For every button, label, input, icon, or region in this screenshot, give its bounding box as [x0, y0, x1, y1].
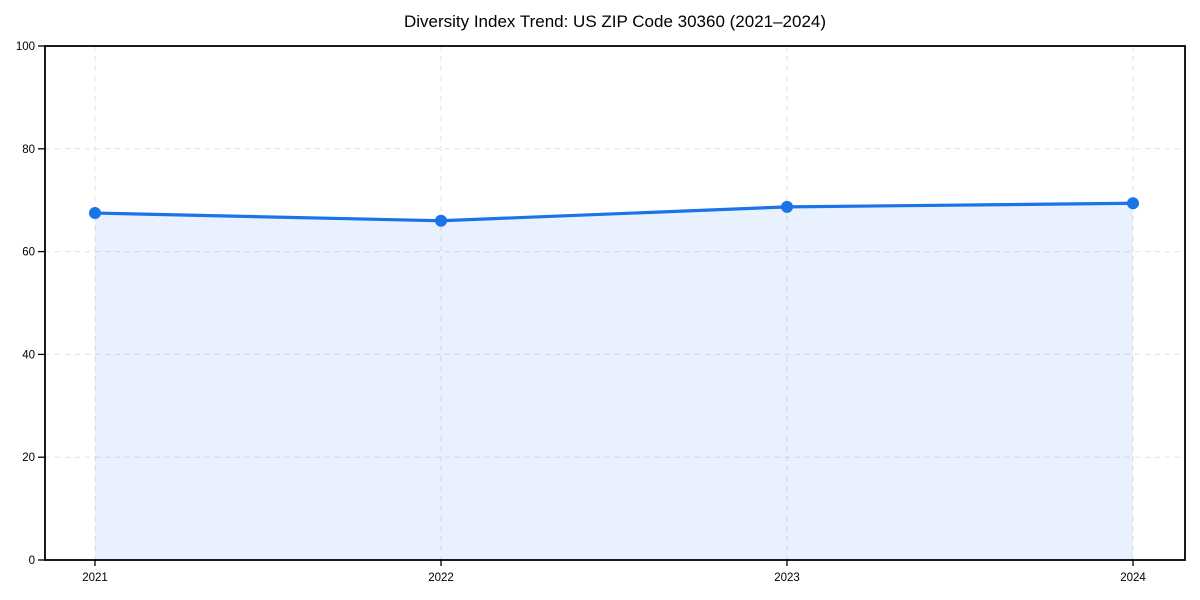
y-tick-label: 0 — [29, 555, 35, 567]
data-point — [89, 207, 101, 220]
y-tick-label: 60 — [22, 247, 35, 259]
chart-title: Diversity Index Trend: US ZIP Code 30360… — [404, 12, 826, 31]
y-tick-label: 80 — [22, 144, 35, 156]
trend-line — [93, 201, 1135, 223]
data-point — [781, 200, 793, 213]
y-tick-label: 40 — [22, 349, 35, 361]
data-point — [435, 214, 447, 227]
series-area — [95, 203, 1133, 560]
y-axis-ticks: 0 20 40 60 80 100 — [16, 41, 45, 567]
y-tick-label: 100 — [16, 41, 35, 53]
data-points — [89, 197, 1139, 227]
area-fill — [95, 203, 1133, 560]
x-tick-label: 2022 — [428, 572, 454, 584]
series-line — [93, 201, 1135, 223]
x-axis-ticks: 2021 2022 2023 2024 — [82, 560, 1146, 584]
x-tick-label: 2021 — [82, 572, 108, 584]
y-tick-label: 20 — [22, 452, 35, 464]
x-tick-label: 2024 — [1120, 572, 1146, 584]
data-point — [1127, 197, 1139, 210]
gridlines — [45, 46, 1185, 560]
plot-frame — [44, 45, 1186, 561]
x-tick-label: 2023 — [774, 572, 800, 584]
